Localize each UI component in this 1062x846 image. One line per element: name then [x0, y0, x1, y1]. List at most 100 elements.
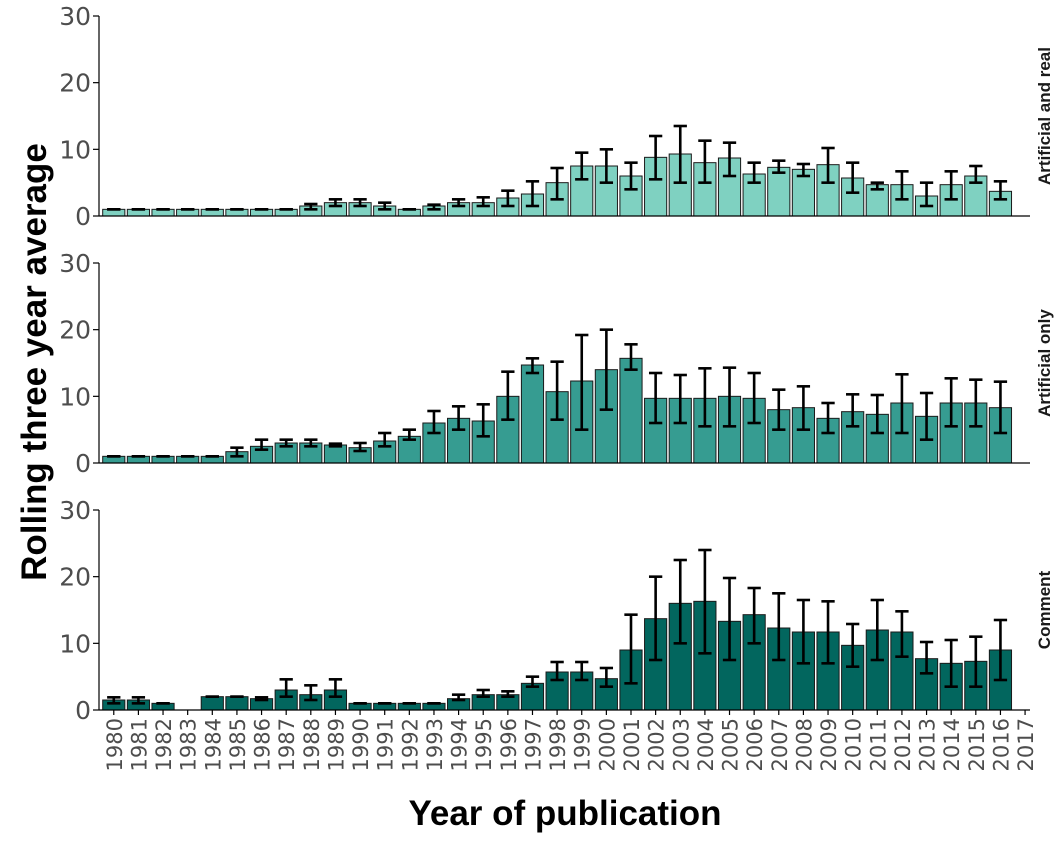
error-bar-2010 [846, 622, 860, 668]
x-axis: 1980 1981 1982 1983 1984 1985 1986 1987 1988 1989… [103, 710, 1038, 771]
error-bar-2000 [599, 666, 614, 688]
error-bar-1998 [550, 166, 564, 201]
x-tick-label: 1996 [497, 718, 521, 771]
error-bar-2015 [969, 378, 983, 428]
y-tick-label: 30 [59, 496, 91, 525]
error-bar-1995 [476, 403, 490, 438]
error-bar-2008 [796, 598, 811, 665]
error-bar-2011 [870, 598, 884, 662]
error-bar-1988 [304, 202, 318, 211]
error-bar-1995 [476, 196, 490, 208]
error-bar-1985 [230, 446, 244, 458]
y-tick-label: 10 [59, 135, 91, 164]
error-bar-2001 [624, 161, 638, 191]
error-bar-1989 [328, 198, 343, 208]
panel-strip-label: Comment [1035, 570, 1054, 649]
error-bar-1996 [501, 189, 515, 208]
error-bar-2000 [599, 148, 614, 184]
bar-1997 [520, 364, 545, 464]
x-tick-label: 1986 [251, 718, 275, 771]
error-bar-2006 [747, 161, 761, 184]
y-tick-label: 20 [59, 316, 91, 345]
error-bar-1987 [279, 438, 293, 448]
y-tick-label: 30 [59, 2, 91, 31]
x-tick-label: 1987 [275, 718, 299, 771]
panel-strip-label: Artificial only [1035, 309, 1054, 417]
error-bar-2007 [772, 388, 786, 431]
error-bar-1993 [427, 203, 441, 211]
x-tick-label: 2017 [1014, 718, 1038, 771]
x-tick-label: 2010 [842, 718, 866, 771]
error-bar-1986 [254, 696, 269, 702]
error-bar-2011 [870, 181, 884, 191]
x-tick-label: 2006 [743, 718, 767, 771]
error-bar-2004 [698, 139, 712, 184]
x-tick-label: 1997 [521, 718, 545, 771]
y-tick-label: 20 [59, 563, 91, 592]
y-tick-label: 10 [59, 382, 91, 411]
error-bar-2016 [993, 618, 1008, 682]
error-bar-2015 [969, 635, 983, 688]
x-tick-label: 2002 [645, 718, 669, 771]
x-tick-label: 1989 [324, 718, 348, 771]
error-bar-1994 [451, 405, 466, 431]
error-bar-1997 [525, 357, 540, 375]
error-bar-2005 [722, 141, 737, 178]
error-bar-2014 [944, 377, 958, 428]
x-tick-label: 2003 [669, 718, 693, 771]
error-bar-1997 [525, 180, 540, 208]
error-bar-1986 [254, 438, 269, 451]
error-bar-2012 [895, 610, 909, 658]
x-tick-label: 1981 [127, 718, 151, 771]
x-tick-label: 1999 [571, 718, 595, 771]
error-bar-2002 [648, 134, 663, 181]
error-bar-1994 [451, 198, 466, 208]
x-tick-label: 2015 [965, 718, 989, 771]
error-bar-2003 [673, 558, 687, 645]
bar-1989 [323, 444, 348, 464]
error-bar-2007 [772, 159, 786, 174]
error-bar-2012 [895, 373, 909, 435]
y-tick-label: 0 [75, 449, 91, 478]
error-bar-2009 [821, 401, 835, 435]
error-bar-1999 [575, 333, 589, 431]
error-bar-2007 [772, 592, 786, 662]
error-bar-2008 [796, 162, 811, 178]
x-tick-label: 1994 [448, 718, 472, 771]
error-bar-1989 [328, 678, 343, 698]
x-axis-title: Year of publication [408, 794, 721, 833]
x-tick-label: 1992 [398, 718, 422, 771]
bar-2001 [619, 357, 643, 464]
error-bar-2006 [747, 371, 761, 425]
error-bar-1996 [501, 690, 515, 698]
error-bar-2009 [821, 600, 835, 665]
error-bar-2000 [599, 328, 614, 411]
y-tick-label: 30 [59, 249, 91, 278]
error-bar-2013 [919, 640, 934, 675]
error-bar-2002 [648, 575, 663, 662]
x-tick-label: 2008 [792, 718, 816, 771]
error-bar-2003 [673, 373, 687, 425]
x-tick-label: 2001 [620, 718, 644, 771]
bar-1984 [200, 696, 224, 711]
x-tick-label: 2005 [719, 718, 743, 771]
error-bar-1987 [279, 678, 293, 698]
error-bar-1988 [304, 684, 318, 702]
x-tick-label: 1995 [472, 718, 496, 771]
error-bar-2002 [648, 371, 663, 425]
x-tick-label: 1991 [374, 718, 398, 771]
error-bar-2016 [993, 180, 1008, 201]
error-bar-2004 [698, 367, 712, 428]
error-bar-1988 [304, 438, 318, 448]
error-bar-2011 [870, 393, 884, 435]
error-bar-2015 [969, 164, 983, 184]
error-bar-2010 [846, 161, 860, 194]
error-bar-1990 [353, 198, 367, 208]
error-bar-2003 [673, 124, 687, 184]
x-tick-label: 1982 [152, 718, 176, 771]
error-bar-2013 [919, 181, 934, 208]
y-tick-label: 10 [59, 629, 91, 658]
x-tick-label: 1998 [546, 718, 570, 771]
y-tick-label: 20 [59, 69, 91, 98]
error-bar-1989 [328, 442, 343, 448]
